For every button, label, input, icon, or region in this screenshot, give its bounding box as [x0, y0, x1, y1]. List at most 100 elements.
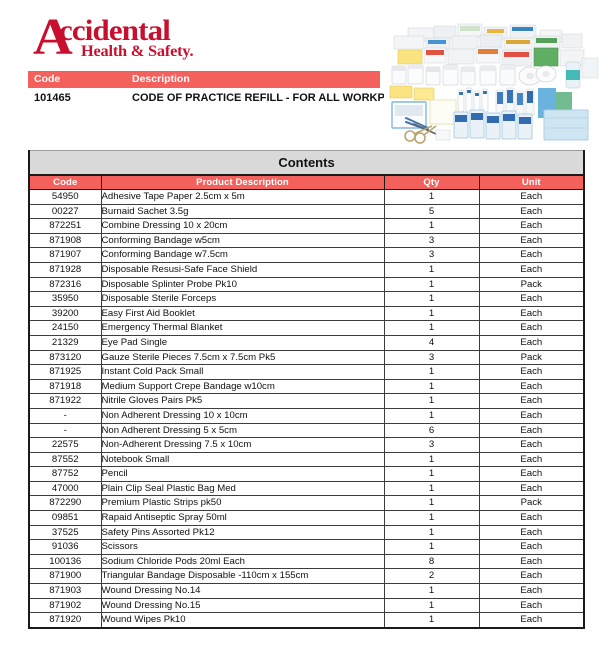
cell-qty: 1 — [383, 364, 480, 380]
cell-qty: 1 — [383, 261, 480, 278]
cell-description: Medium Support Crepe Bandage w10cm — [100, 378, 385, 395]
cell-qty: 1 — [383, 291, 480, 307]
cell-qty: 1 — [383, 451, 480, 468]
cell-qty: 1 — [383, 276, 480, 293]
cell-unit: Each — [478, 437, 586, 453]
cell-description: Eye Pad Single — [100, 334, 385, 351]
table-row: 100136 Sodium Chloride Pods 20ml Each 8 Eac… — [28, 553, 586, 570]
cell-unit: Each — [478, 407, 586, 424]
cell-unit: Each — [478, 320, 586, 336]
table-row: 872316 Disposable Splinter Probe Pk10 1 Pac… — [28, 276, 586, 293]
cell-description: Non Adherent Dressing 10 x 10cm — [100, 407, 385, 424]
brand-logo: A ccidental Health & Safety. — [33, 9, 213, 66]
cell-description: Non-Adherent Dressing 7.5 x 10cm — [100, 437, 385, 453]
cell-qty: 1 — [383, 539, 480, 555]
cell-qty: 1 — [383, 480, 480, 497]
cell-unit: Each — [478, 305, 586, 322]
cell-qty: 1 — [383, 583, 480, 599]
cell-qty: 1 — [383, 524, 480, 541]
table-row: 35950 Disposable Sterile Forceps 1 Each — [28, 291, 586, 307]
cell-unit: Each — [478, 232, 586, 249]
cell-code: 871922 — [28, 393, 102, 409]
table-row: 871903 Wound Dressing No.14 1 Each — [28, 583, 586, 599]
cell-qty: 1 — [383, 189, 480, 205]
cell-unit: Each — [478, 203, 586, 220]
table-row: 37525 Safety Pins Assorted Pk12 1 Each — [28, 524, 586, 541]
cell-qty: 8 — [383, 553, 480, 570]
cell-code: 872251 — [28, 218, 102, 234]
table-row: 09851 Rapaid Antiseptic Spray 50ml 1 Each — [28, 510, 586, 526]
product-description-label: Description — [132, 73, 190, 85]
cell-code: 00227 — [28, 203, 102, 220]
cell-description: Triangular Bandage Disposable -110cm x 1… — [100, 568, 385, 585]
cell-code: 39200 — [28, 305, 102, 322]
cell-description: Disposable Resusi-Safe Face Shield — [100, 261, 385, 278]
cell-description: Gauze Sterile Pieces 7.5cm x 7.5cm Pk5 — [100, 349, 385, 366]
product-description-value: CODE OF PRACTICE REFILL - FOR ALL WORKPL… — [132, 92, 423, 104]
cell-description: Pencil — [100, 466, 385, 482]
cell-description: Burnaid Sachet 3.5g — [100, 203, 385, 220]
cell-code: 871908 — [28, 232, 102, 249]
cell-description: Wound Wipes Pk10 — [100, 612, 385, 629]
cell-unit: Each — [478, 189, 586, 205]
contents-title-row: Contents — [27, 150, 586, 175]
cell-unit: Each — [478, 568, 586, 585]
table-row: 39200 Easy First Aid Booklet 1 Each — [28, 305, 586, 322]
cell-code: 87752 — [28, 466, 102, 482]
cell-qty: 1 — [383, 305, 480, 322]
cell-qty: 1 — [383, 612, 480, 629]
logo-wordmark: ccidental — [59, 14, 171, 47]
cell-code: - — [28, 422, 102, 439]
cell-qty: 4 — [383, 334, 480, 351]
table-row: 871902 Wound Dressing No.15 1 Each — [28, 597, 586, 614]
cell-description: Conforming Bandage w5cm — [100, 232, 385, 249]
cell-code: 87552 — [28, 451, 102, 468]
cell-unit: Each — [478, 247, 586, 263]
cell-unit: Each — [478, 378, 586, 395]
cell-qty: 1 — [383, 320, 480, 336]
contents-body: 54950 Adhesive Tape Paper 2.5cm x 5m 1 Each… — [28, 189, 586, 629]
cell-unit: Each — [478, 218, 586, 234]
cell-description: Safety Pins Assorted Pk12 — [100, 524, 385, 541]
cell-unit: Each — [478, 291, 586, 307]
table-row: 00227 Burnaid Sachet 3.5g 5 Each — [28, 203, 586, 220]
logo-initial-letter: A — [33, 9, 73, 66]
cell-code: 09851 — [28, 510, 102, 526]
product-header-bar: Code Description — [28, 71, 380, 88]
cell-qty: 3 — [383, 232, 480, 249]
contents-title: Contents — [27, 150, 586, 175]
cell-qty: 1 — [383, 495, 480, 512]
cell-qty: 6 — [383, 422, 480, 439]
table-row: 47000 Plain Clip Seal Plastic Bag Med 1 Eac… — [28, 480, 586, 497]
cell-unit: Each — [478, 480, 586, 497]
cell-description: Wound Dressing No.15 — [100, 597, 385, 614]
cell-qty: 1 — [383, 378, 480, 395]
column-header-qty: Qty — [383, 174, 480, 190]
table-row: 54950 Adhesive Tape Paper 2.5cm x 5m 1 Each — [28, 189, 586, 205]
cell-description: Notebook Small — [100, 451, 385, 468]
product-photo — [384, 14, 602, 146]
cell-qty: 5 — [383, 203, 480, 220]
product-code-label: Code — [34, 73, 61, 85]
cell-code: 873120 — [28, 349, 102, 366]
column-header-description: Product Description — [100, 174, 385, 190]
cell-unit: Each — [478, 510, 586, 526]
product-code-value: 101465 — [34, 92, 71, 104]
cell-unit: Each — [478, 334, 586, 351]
cell-code: 872316 — [28, 276, 102, 293]
cell-description: Non Adherent Dressing 5 x 5cm — [100, 422, 385, 439]
cell-qty: 1 — [383, 597, 480, 614]
table-row: - Non Adherent Dressing 10 x 10cm 1 Each — [28, 407, 586, 424]
cell-unit: Each — [478, 539, 586, 555]
cell-code: 91036 — [28, 539, 102, 555]
table-row: - Non Adherent Dressing 5 x 5cm 6 Each — [28, 422, 586, 439]
page-header: A ccidental Health & Safety. Code Descri… — [0, 0, 610, 146]
cell-code: 47000 — [28, 480, 102, 497]
table-row: 871928 Disposable Resusi-Safe Face Shield… — [28, 261, 586, 278]
cell-qty: 1 — [383, 407, 480, 424]
cell-qty: 1 — [383, 218, 480, 234]
cell-unit: Each — [478, 393, 586, 409]
cell-unit: Each — [478, 524, 586, 541]
cell-unit: Pack — [478, 495, 586, 512]
table-row: 872251 Combine Dressing 10 x 20cm 1 Each — [28, 218, 586, 234]
